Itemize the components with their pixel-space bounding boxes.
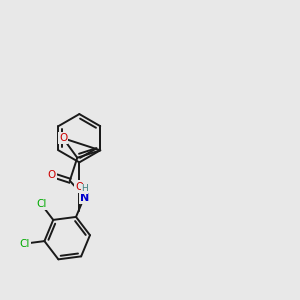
Text: Cl: Cl xyxy=(20,239,30,249)
Text: Cl: Cl xyxy=(36,199,46,209)
Text: O: O xyxy=(47,170,56,180)
Text: H: H xyxy=(81,184,88,194)
Text: O: O xyxy=(75,182,83,191)
Text: N: N xyxy=(80,193,89,203)
Text: O: O xyxy=(59,133,67,143)
